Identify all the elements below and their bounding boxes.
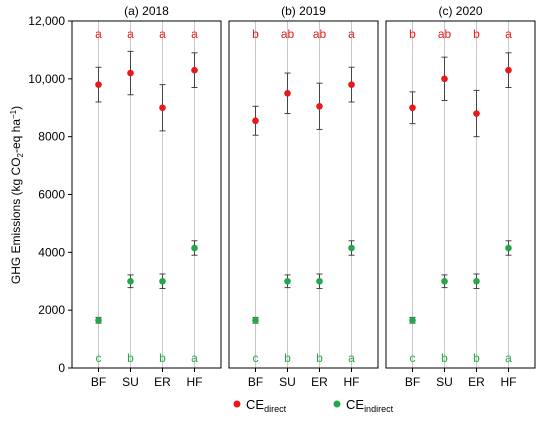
direct-point: [95, 81, 102, 88]
y-axis-label-mid: -eq ha: [9, 119, 23, 153]
significance-letter: a: [95, 27, 102, 41]
x-tick-label: HF: [344, 375, 360, 389]
y-tick-label: 8000: [38, 130, 65, 144]
significance-letter: a: [191, 351, 198, 365]
significance-letter: b: [409, 27, 416, 41]
indirect-point: [159, 277, 166, 285]
legend-label-indirect: CEindirect: [346, 397, 394, 414]
legend-label-direct: CEdirect: [246, 397, 287, 414]
direct-point: [505, 66, 512, 74]
panel-title: (a) 2018: [124, 4, 169, 18]
direct-point: [441, 75, 448, 83]
significance-letter: b: [473, 27, 480, 41]
x-tick-label: HF: [501, 375, 517, 389]
x-tick-label: SU: [122, 375, 139, 389]
panel-frame: [228, 20, 379, 369]
x-tick-label: ER: [311, 375, 328, 389]
direct-point: [127, 69, 134, 77]
significance-letter: a: [159, 27, 166, 41]
direct-point: [159, 104, 166, 112]
significance-letter: a: [348, 27, 355, 41]
legend-label-main: CE: [246, 397, 264, 412]
significance-letter: c: [410, 351, 416, 365]
legend-marker-indirect: [333, 400, 341, 408]
direct-point: [252, 117, 259, 125]
significance-letter: a: [191, 27, 198, 41]
x-tick-label: SU: [279, 375, 296, 389]
indirect-point: [505, 244, 512, 252]
x-tick-label: ER: [468, 375, 485, 389]
panel-1: (a) 2018 BF SU ER HF a a a a c b b a: [71, 4, 222, 389]
direct-point: [191, 66, 198, 74]
x-tick-label: BF: [91, 375, 106, 389]
panel-title: (c) 2020: [438, 4, 482, 18]
significance-letter: a: [127, 27, 134, 41]
y-axis-label-sup: −1: [9, 109, 18, 119]
panel-title: (b) 2019: [281, 4, 326, 18]
x-tick-label: ER: [154, 375, 171, 389]
y-tick-label: 4000: [38, 245, 65, 259]
direct-point: [473, 110, 480, 117]
x-tick-label: HF: [187, 375, 203, 389]
y-axis-label-end: ): [9, 106, 23, 110]
legend-marker-direct: [233, 400, 241, 408]
significance-letter: c: [96, 351, 102, 365]
significance-letter: b: [127, 351, 134, 365]
significance-letter: a: [505, 27, 512, 41]
significance-letter: b: [252, 27, 259, 41]
significance-letter: b: [441, 351, 448, 365]
indirect-point: [127, 277, 134, 285]
indirect-point: [191, 244, 198, 252]
significance-letter: ab: [281, 27, 295, 41]
panel-3: (c) 2020 BF SU ER HF b ab b a c b b a: [385, 4, 536, 389]
significance-letter: a: [348, 351, 355, 365]
indirect-point: [252, 316, 259, 324]
legend-label-main: CE: [346, 397, 364, 412]
panel-frame: [385, 20, 536, 369]
indirect-point: [95, 316, 102, 324]
indirect-point: [348, 244, 355, 252]
indirect-point: [316, 277, 323, 285]
y-tick-label: 2000: [38, 303, 65, 317]
indirect-point: [473, 277, 480, 285]
panel-frame: [71, 20, 222, 369]
significance-letter: b: [316, 351, 323, 365]
direct-point: [284, 89, 291, 97]
direct-point: [348, 81, 355, 88]
significance-letter: b: [473, 351, 480, 365]
significance-letter: ab: [313, 27, 327, 41]
direct-point: [409, 104, 416, 112]
y-tick-label: 12,000: [28, 14, 65, 28]
significance-letter: ab: [438, 27, 452, 41]
y-axis-label-sub: 2: [16, 152, 25, 157]
panel-2: (b) 2019 BF SU ER HF b ab ab a c b b a: [228, 4, 379, 389]
direct-point: [316, 103, 323, 110]
significance-letter: a: [505, 351, 512, 365]
x-tick-label: BF: [405, 375, 420, 389]
x-tick-label: BF: [248, 375, 263, 389]
indirect-point: [441, 277, 448, 285]
indirect-point: [409, 316, 416, 324]
legend: CEdirect CEindirect: [233, 397, 394, 414]
significance-letter: b: [284, 351, 291, 365]
legend-label-sub: direct: [264, 404, 287, 414]
y-tick-label: 0: [58, 361, 65, 375]
y-axis-label: GHG Emissions (kg CO2-eq ha−1): [9, 106, 25, 284]
indirect-point: [284, 277, 291, 285]
y-tick-label: 6000: [38, 188, 65, 202]
significance-letter: b: [159, 351, 166, 365]
significance-letter: c: [253, 351, 259, 365]
legend-label-sub: indirect: [364, 404, 394, 414]
plot-area: 0 2000 4000 6000 8000 10,000 12,000 (a) 2018 BF S…: [28, 4, 536, 389]
y-axis-label-main: GHG Emissions (kg CO: [9, 157, 23, 284]
y-tick-label: 10,000: [28, 72, 65, 86]
x-tick-label: SU: [436, 375, 453, 389]
